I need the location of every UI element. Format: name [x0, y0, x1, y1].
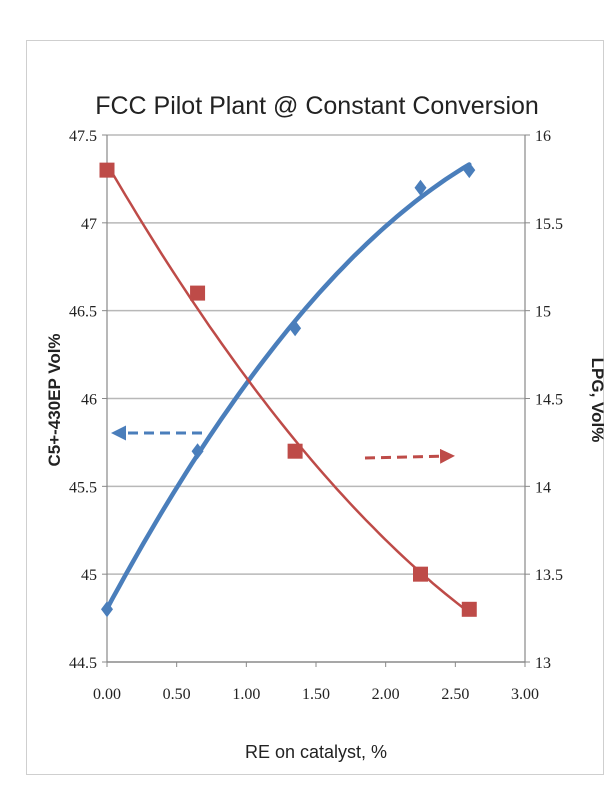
x-axis-label: RE on catalyst, %	[245, 742, 387, 762]
data-point-left-series	[289, 320, 302, 337]
y-right-axis-label: LPG, Vol%	[588, 358, 607, 443]
chart-frame	[26, 40, 604, 775]
data-point-left-series	[414, 179, 427, 196]
data-point-right-series	[99, 162, 115, 178]
trendline-right-series	[105, 162, 471, 614]
data-point-left-series	[463, 162, 476, 179]
data-point-left-series	[101, 601, 113, 618]
y-right-tick-labels: 13 13.5 14 14.5 15 15.5 16	[535, 128, 563, 672]
y-right-tick-label: 15.5	[535, 216, 563, 233]
data-point-right-series	[190, 285, 206, 301]
y-left-tick-label: 46.5	[69, 304, 97, 321]
x-tick-labels: 0.00 0.50 1.00 1.50 2.00 2.50 3.00	[93, 686, 539, 703]
y-right-tick-label: 13.5	[535, 567, 563, 584]
data-point-left-series	[191, 443, 204, 460]
y-right-tick-label: 15	[535, 304, 551, 321]
y-left-tick-label: 47.5	[69, 128, 97, 145]
y-left-tick-label: 45.5	[69, 479, 97, 496]
y-right-tick-label: 14	[535, 479, 551, 496]
y-left-tick-label: 47	[81, 216, 97, 233]
trendline-left-series	[104, 162, 472, 612]
gridlines	[107, 134, 525, 663]
x-tick-label: 1.50	[302, 686, 330, 703]
series-layer	[99, 162, 477, 618]
y-left-axis-label: C5+-430EP Vol%	[45, 333, 64, 466]
y-right-tick-label: 13	[535, 655, 551, 672]
x-tick-label: 2.00	[372, 686, 400, 703]
chart-title: FCC Pilot Plant @ Constant Conversion	[95, 92, 539, 120]
data-point-right-series	[287, 443, 303, 459]
x-tick-label: 2.50	[441, 686, 469, 703]
x-tick-label: 0.00	[93, 686, 121, 703]
right-axis-arrow	[364, 448, 455, 464]
axes	[102, 134, 530, 667]
y-right-tick-label: 14.5	[535, 392, 563, 409]
x-tick-label: 0.50	[163, 686, 191, 703]
y-left-tick-label: 45	[81, 567, 97, 584]
x-tick-label: 1.00	[232, 686, 260, 703]
data-point-right-series	[461, 601, 477, 617]
y-left-tick-labels: 44.5 45 45.5 46 46.5 47 47.5	[69, 128, 97, 672]
y-left-tick-label: 44.5	[69, 655, 97, 672]
y-right-tick-label: 16	[535, 128, 551, 145]
y-left-tick-label: 46	[81, 392, 97, 409]
data-point-right-series	[413, 566, 428, 582]
annotations	[111, 425, 455, 464]
x-tick-label: 3.00	[511, 686, 539, 703]
